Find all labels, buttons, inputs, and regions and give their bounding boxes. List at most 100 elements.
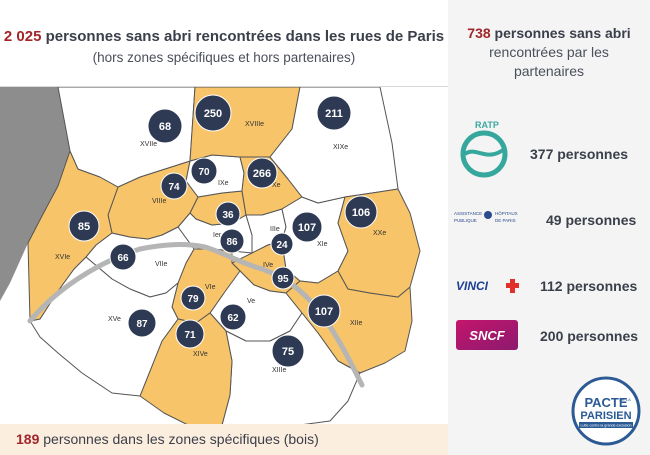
bottom-bar: 189 personnes dans les zones spécifiques… [0, 424, 448, 455]
partners-count: 738 [467, 25, 491, 41]
count-value-ix: 70 [198, 167, 210, 178]
sncf-logo-bg [456, 320, 518, 350]
arrondissement-xix [269, 87, 399, 204]
arrondissement-label-xvii: XVIIe [140, 141, 157, 148]
count-value-xiii: 75 [282, 346, 294, 358]
count-value-xv: 87 [136, 319, 148, 330]
ratp-logo: RATP [460, 120, 508, 178]
aphp-line1: ASSISTANCE [454, 211, 482, 216]
arrondissement-label-x: Xe [272, 182, 281, 189]
aphp-count: 49 personnes [546, 212, 637, 228]
vinci-logo: VINCI [456, 279, 519, 293]
partners-line3: partenaires [513, 63, 585, 79]
bottom-text: 189 personnes dans les zones spécifiques… [16, 431, 319, 447]
pacte-logo-small: DE LA [619, 397, 631, 402]
count-value-i: 86 [226, 237, 238, 248]
count-pin-vi [180, 285, 206, 311]
count-value-xx: 106 [352, 207, 370, 219]
aphp-logo: ASSISTANCE PUBLIQUE HÔPITAUX DE PARIS [454, 210, 518, 223]
paris-map-svg: Ier IIIe IVe Ve VIe VIIe VIIIe IXe Xe XIe XIIe XIII… [0, 87, 448, 425]
arrondissement-label-i: Ier [213, 232, 222, 239]
pacte-logo-line2: PARISIEN [580, 410, 631, 422]
count-pin-xiii [271, 334, 305, 368]
sncf-logo-text: SNCF [469, 328, 505, 343]
aphp-emblem [484, 211, 492, 219]
count-value-xiv: 71 [184, 330, 196, 341]
count-pin-xii [307, 294, 341, 328]
count-value-xvii: 68 [159, 121, 171, 133]
left-panel: 2 025 personnes sans abri rencontrées da… [0, 0, 448, 455]
main-title: 2 025 personnes sans abri rencontrées da… [0, 28, 448, 45]
arrondissement-label-v: Ve [247, 298, 255, 305]
arrondissement-label-xx: XXe [373, 230, 386, 237]
ratp-count: 377 personnes [530, 146, 629, 162]
count-pin-iv [271, 266, 295, 290]
partners-panel: 738 personnes sans abri rencontrées par … [448, 0, 650, 455]
aphp-line2: PUBLIQUE [454, 218, 477, 223]
title-box: 2 025 personnes sans abri rencontrées da… [0, 0, 448, 86]
pacte-parisien-logo: PACTE DE LA PARISIEN Lutte contre la gra… [571, 376, 641, 446]
count-pin-xiv [175, 319, 205, 349]
count-value-x: 266 [253, 168, 271, 180]
count-value-vii: 66 [117, 253, 129, 264]
arrondissement-label-viii: VIIIe [152, 198, 167, 205]
arrondissement-label-iii: IIIe [270, 226, 280, 233]
count-value-vi: 79 [187, 294, 199, 305]
title-rest: personnes sans abri rencontrées dans les… [41, 28, 445, 45]
arrondissement-label-vi: VIe [205, 284, 216, 291]
arrondissement-label-iv: IVe [263, 262, 273, 269]
count-value-xvi: 85 [78, 221, 90, 233]
count-pin-xvii [147, 108, 183, 144]
pacte-logo-band [579, 422, 633, 428]
bottom-rest: personnes dans les zones spécifiques (bo… [39, 431, 319, 447]
count-pin-xx [344, 195, 378, 229]
count-value-xviii: 250 [204, 108, 222, 120]
count-value-xii: 107 [315, 306, 333, 318]
vinci-count: 112 personnes [540, 278, 638, 294]
count-pin-viii [160, 172, 188, 200]
arrondissement-label-xiii: XIIIe [272, 367, 287, 374]
count-pin-x [246, 157, 278, 189]
vinci-logo-text: VINCI [456, 279, 489, 293]
arrondissement-label-xvi: XVIe [55, 254, 70, 261]
arrondissement-label-xix: XIXe [333, 144, 348, 151]
count-value-xi: 107 [298, 222, 316, 234]
count-pin-ii [215, 201, 241, 227]
arrondissement-label-xi: XIe [317, 241, 328, 248]
count-pin-ix [190, 157, 218, 185]
count-pin-xv [127, 308, 157, 338]
partners-line2: rencontrées par les [489, 44, 609, 60]
count-value-viii: 74 [168, 182, 180, 193]
count-pin-vii [109, 243, 137, 271]
paris-map: Ier IIIe IVe Ve VIe VIIe VIIIe IXe Xe XIe XIIe XIII… [0, 86, 448, 425]
title-count: 2 025 [3, 28, 42, 45]
partners-title: 738 personnes sans abri rencontrées par … [448, 24, 650, 81]
ratp-logo-river [463, 148, 505, 157]
count-pin-i [219, 228, 245, 254]
ratp-logo-text: RATP [475, 120, 499, 130]
count-pin-v [219, 303, 247, 331]
arrondissement-label-xiv: XIVe [193, 351, 208, 358]
count-pin-iii [270, 232, 294, 256]
pacte-logo-line1: PACTE [584, 395, 627, 410]
count-pin-xix [316, 95, 352, 131]
ratp-logo-circle [460, 130, 508, 178]
subtitle: (hors zones spécifiques et hors partenai… [92, 50, 356, 65]
outside-area-west [0, 87, 70, 301]
aphp-line3: HÔPITAUX [495, 210, 518, 216]
count-value-iii: 24 [276, 240, 288, 251]
arrondissement-label-xv: XVe [108, 316, 121, 323]
count-pin-xi [291, 211, 323, 243]
arrondissement-label-xviii: XVIIIe [245, 121, 264, 128]
sncf-logo: SNCF [456, 320, 518, 350]
bottom-count: 189 [16, 431, 40, 447]
count-value-ii: 36 [222, 210, 234, 221]
count-pin-xviii [194, 94, 232, 132]
count-pin-xvi [68, 210, 100, 242]
arrondissement-label-xii: XIIe [350, 320, 363, 327]
sncf-count: 200 personnes [540, 328, 639, 344]
arrondissement-label-ix: IXe [218, 180, 229, 187]
aphp-line4: DE PARIS [495, 218, 516, 223]
vinci-cross-h [506, 283, 519, 288]
count-value-xix: 211 [325, 108, 343, 120]
